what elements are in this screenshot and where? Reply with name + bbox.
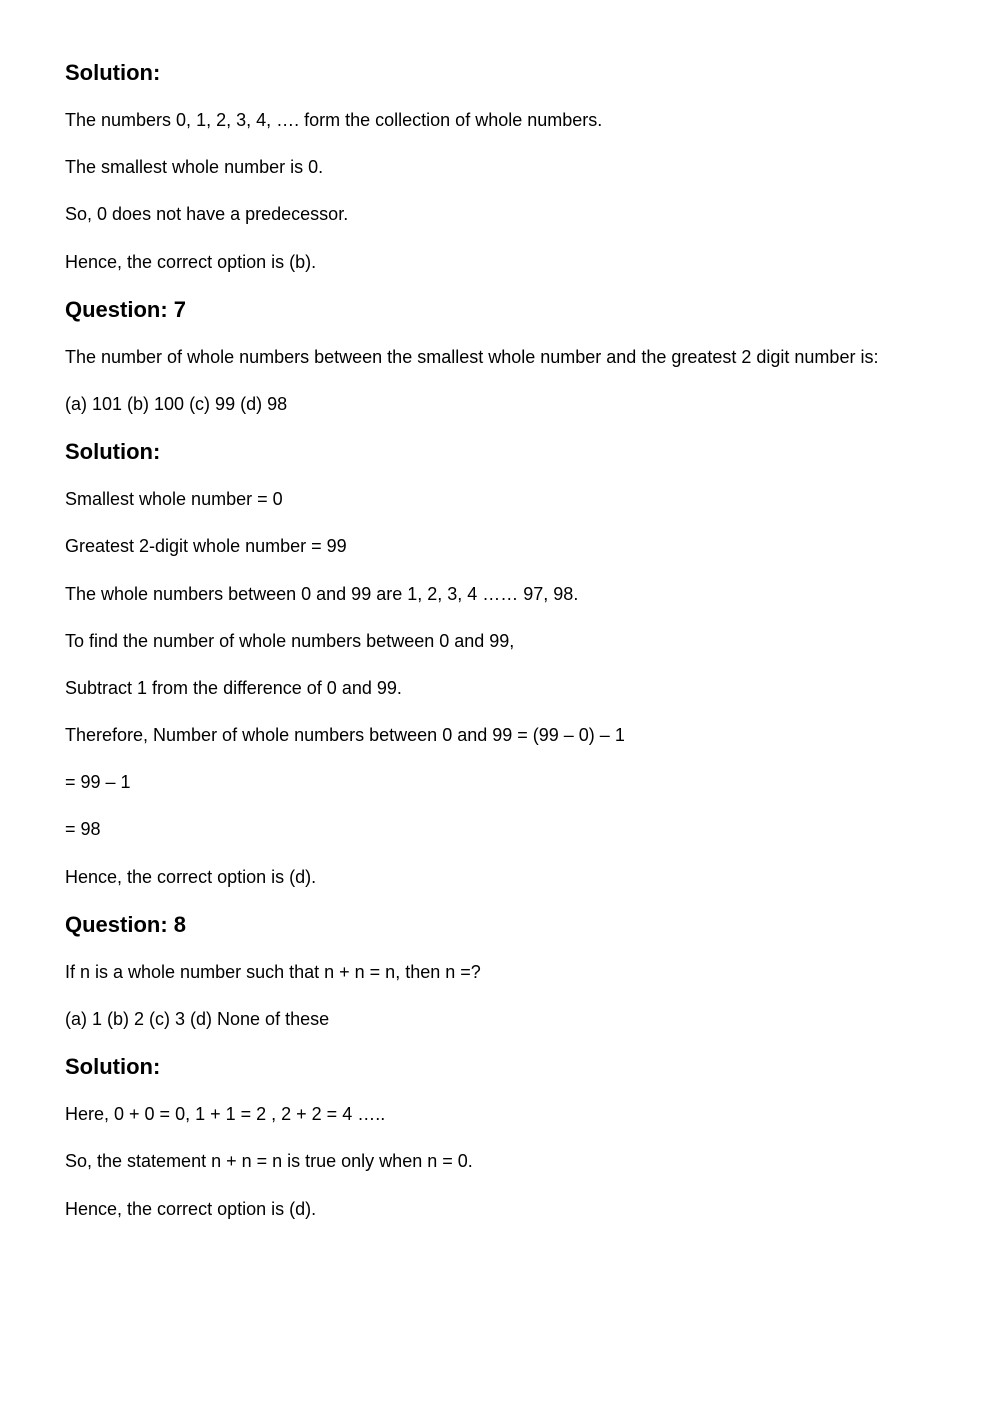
solution-7-line-6: Therefore, Number of whole numbers betwe… — [65, 723, 926, 748]
solution-7-line-2: Greatest 2-digit whole number = 99 — [65, 534, 926, 559]
question-8-options: (a) 1 (b) 2 (c) 3 (d) None of these — [65, 1007, 926, 1032]
solution-8-heading: Solution: — [65, 1054, 926, 1080]
solution-7-line-8: = 98 — [65, 817, 926, 842]
solution-7-line-3: The whole numbers between 0 and 99 are 1… — [65, 582, 926, 607]
question-7-text: The number of whole numbers between the … — [65, 345, 926, 370]
solution-7-heading: Solution: — [65, 439, 926, 465]
solution-8-line-2: So, the statement n + n = n is true only… — [65, 1149, 926, 1174]
solution-7-line-7: = 99 – 1 — [65, 770, 926, 795]
solution-6-line-3: So, 0 does not have a predecessor. — [65, 202, 926, 227]
solution-6-heading: Solution: — [65, 60, 926, 86]
question-8-heading: Question: 8 — [65, 912, 926, 938]
solution-7-line-9: Hence, the correct option is (d). — [65, 865, 926, 890]
question-7-options: (a) 101 (b) 100 (c) 99 (d) 98 — [65, 392, 926, 417]
solution-6-line-4: Hence, the correct option is (b). — [65, 250, 926, 275]
solution-8-line-1: Here, 0 + 0 = 0, 1 + 1 = 2 , 2 + 2 = 4 …… — [65, 1102, 926, 1127]
solution-8-line-3: Hence, the correct option is (d). — [65, 1197, 926, 1222]
solution-7-line-5: Subtract 1 from the difference of 0 and … — [65, 676, 926, 701]
solution-7-line-4: To find the number of whole numbers betw… — [65, 629, 926, 654]
solution-6-line-2: The smallest whole number is 0. — [65, 155, 926, 180]
solution-6-line-1: The numbers 0, 1, 2, 3, 4, …. form the c… — [65, 108, 926, 133]
question-8-text: If n is a whole number such that n + n =… — [65, 960, 926, 985]
solution-7-line-1: Smallest whole number = 0 — [65, 487, 926, 512]
question-7-heading: Question: 7 — [65, 297, 926, 323]
